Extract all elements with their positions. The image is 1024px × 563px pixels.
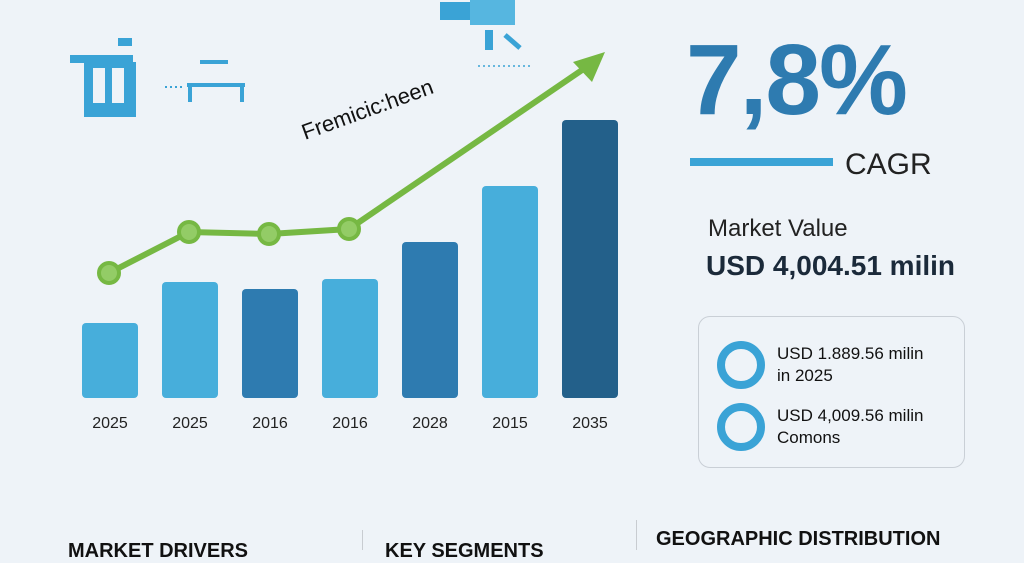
stat-row: USD 4,009.56 milin Comons — [717, 403, 923, 451]
stat-row: USD 1.889.56 milin in 2025 — [717, 341, 923, 389]
trend-label: Fremicic:heen — [298, 74, 436, 145]
cagr-underline — [690, 158, 833, 166]
trend-point — [257, 222, 281, 246]
bar — [162, 282, 218, 398]
trend-point — [97, 261, 121, 285]
x-tick-label: 2035 — [572, 415, 608, 432]
section-key-segments: KEY SEGMENTS — [385, 540, 544, 562]
trend-point — [337, 217, 361, 241]
bar — [562, 120, 618, 398]
x-tick-label: 2025 — [172, 415, 208, 432]
market-value: USD 4,004.51 milin — [706, 250, 956, 281]
robot-arm-icon — [440, 0, 530, 67]
machine-icon — [165, 60, 245, 102]
x-tick-label: 2016 — [252, 415, 288, 432]
stat-value: USD 1.889.56 milin — [777, 344, 924, 363]
bar — [322, 279, 378, 398]
gauge-icon — [717, 341, 765, 389]
x-tick-label: 2015 — [492, 415, 528, 432]
section-market-drivers: MARKET DRIVERS — [68, 540, 249, 562]
factory-icon — [70, 38, 136, 117]
x-tick-label: 2028 — [412, 415, 448, 432]
x-tick-label: 2025 — [92, 415, 128, 432]
section-geographic-distribution: GEOGRAPHIC DISTRIBUTION — [656, 528, 941, 550]
stat-note: Comons — [777, 428, 841, 447]
bar — [402, 242, 458, 398]
stat-value: USD 4,009.56 milin — [777, 406, 924, 425]
stats-card: USD 1.889.56 milin in 2025 USD 4,009.56 m… — [698, 316, 965, 468]
divider — [636, 520, 637, 550]
arrow-head — [573, 52, 605, 82]
bar-chart: 2025 2025 2016 2016 2028 2015 2035 Fremicic:he… — [70, 0, 618, 432]
stat-note: in 2025 — [777, 366, 833, 385]
bar — [482, 186, 538, 398]
bar — [82, 323, 138, 398]
cagr-label: CAGR — [845, 148, 932, 181]
bar — [242, 289, 298, 398]
divider — [362, 530, 363, 550]
cagr-value: 7,8% — [686, 24, 908, 136]
trend-point — [177, 220, 201, 244]
x-tick-label: 2016 — [332, 415, 368, 432]
check-gauge-icon — [717, 403, 765, 451]
market-value-label: Market Value — [708, 215, 848, 242]
